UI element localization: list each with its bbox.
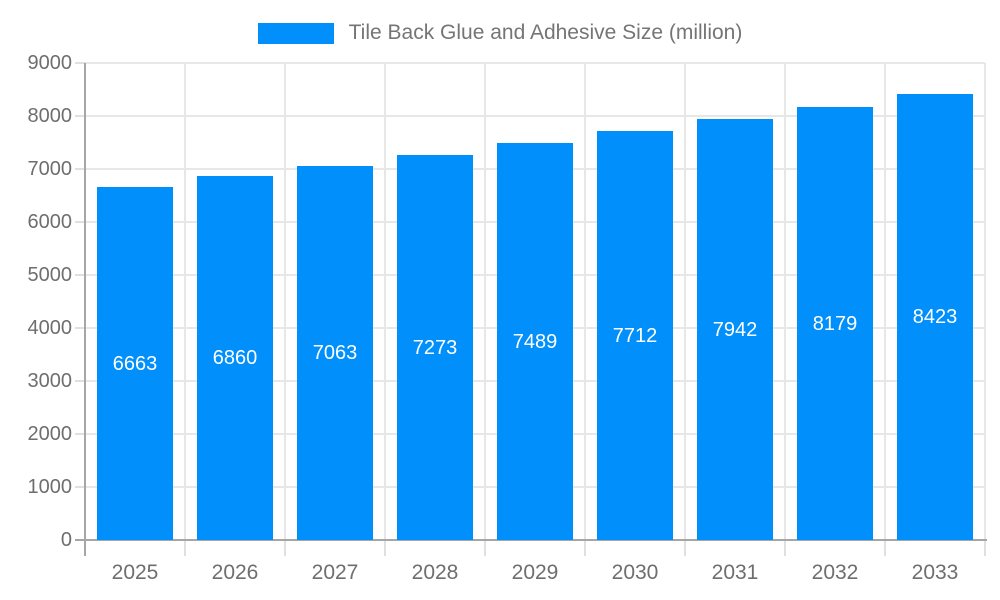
x-tick-label: 2033 [911, 561, 959, 584]
bar[interactable]: 7063 [297, 166, 373, 540]
bar[interactable]: 7489 [497, 143, 573, 540]
y-tick [75, 274, 85, 276]
v-gridline [684, 63, 686, 540]
bar-value-label: 7942 [712, 319, 758, 341]
y-tick-label: 7000 [27, 158, 73, 180]
y-tick-label: 1000 [27, 476, 73, 498]
y-tick-label: 2000 [27, 423, 73, 445]
bar[interactable]: 8423 [897, 94, 973, 540]
bar-value-label: 8423 [912, 306, 958, 328]
x-tick [784, 540, 786, 556]
y-tick-label: 8000 [27, 105, 73, 127]
x-tick-label: 2025 [111, 561, 159, 584]
bar-value-label: 7063 [312, 342, 358, 364]
v-gridline [484, 63, 486, 540]
v-gridline [884, 63, 886, 540]
x-tick [484, 540, 486, 556]
x-tick [284, 540, 286, 556]
x-tick-label: 2027 [311, 561, 359, 584]
y-tick-label: 3000 [27, 370, 73, 392]
x-tick-label: 2030 [611, 561, 659, 584]
x-tick-label: 2026 [211, 561, 259, 584]
bar[interactable]: 8179 [797, 107, 873, 540]
y-tick [75, 221, 85, 223]
x-tick-label: 2028 [411, 561, 459, 584]
y-tick-label: 5000 [27, 264, 73, 286]
bar-value-label: 8179 [812, 313, 858, 335]
legend-swatch-icon [257, 22, 334, 44]
y-tick [75, 433, 85, 435]
bar[interactable]: 7273 [397, 155, 473, 540]
legend-label: Tile Back Glue and Adhesive Size (millio… [348, 21, 743, 44]
y-axis-labels: 0 1000 2000 3000 4000 5000 6000 7000 8000 9000 [0, 52, 85, 551]
v-gridline [284, 63, 286, 540]
y-tick-label: 0 [60, 529, 72, 551]
x-tick [984, 540, 986, 556]
y-axis-line [84, 63, 86, 556]
v-gridline [584, 63, 586, 540]
x-axis-line [75, 539, 987, 541]
y-tick [75, 115, 85, 117]
bar[interactable]: 7942 [697, 119, 773, 540]
v-gridline [184, 63, 186, 540]
bar[interactable]: 7712 [597, 131, 673, 540]
y-tick [75, 327, 85, 329]
x-tick [584, 540, 586, 556]
plot-area: 6663 6860 7063 7273 7489 7712 7942 8179 8423 [75, 62, 987, 556]
bar[interactable]: 6663 [97, 187, 173, 540]
y-tick [75, 168, 85, 170]
bar-value-label: 6663 [112, 353, 158, 375]
y-tick-label: 9000 [27, 52, 73, 74]
v-gridline [384, 63, 386, 540]
x-tick-label: 2029 [511, 561, 559, 584]
bar-value-label: 7489 [512, 331, 558, 353]
h-gridline [85, 62, 985, 64]
y-tick [75, 486, 85, 488]
x-tick [184, 540, 186, 556]
bar-value-label: 6860 [212, 347, 258, 369]
x-tick-label: 2031 [711, 561, 759, 584]
x-tick [684, 540, 686, 556]
x-tick [884, 540, 886, 556]
y-tick-label: 6000 [27, 211, 73, 233]
bar-value-label: 7273 [412, 337, 458, 359]
v-gridline [784, 63, 786, 540]
y-tick-label: 4000 [27, 317, 73, 339]
y-tick [75, 62, 85, 64]
h-gridline [85, 115, 985, 117]
legend[interactable]: Tile Back Glue and Adhesive Size (millio… [0, 10, 1000, 56]
x-tick [384, 540, 386, 556]
bar[interactable]: 6860 [197, 176, 273, 540]
y-tick [75, 380, 85, 382]
bar-value-label: 7712 [612, 325, 658, 347]
x-axis-labels: 2025 2026 2027 2028 2029 2030 2031 2032 2033 [85, 540, 985, 600]
x-tick-label: 2032 [811, 561, 859, 584]
v-gridline [984, 63, 986, 540]
